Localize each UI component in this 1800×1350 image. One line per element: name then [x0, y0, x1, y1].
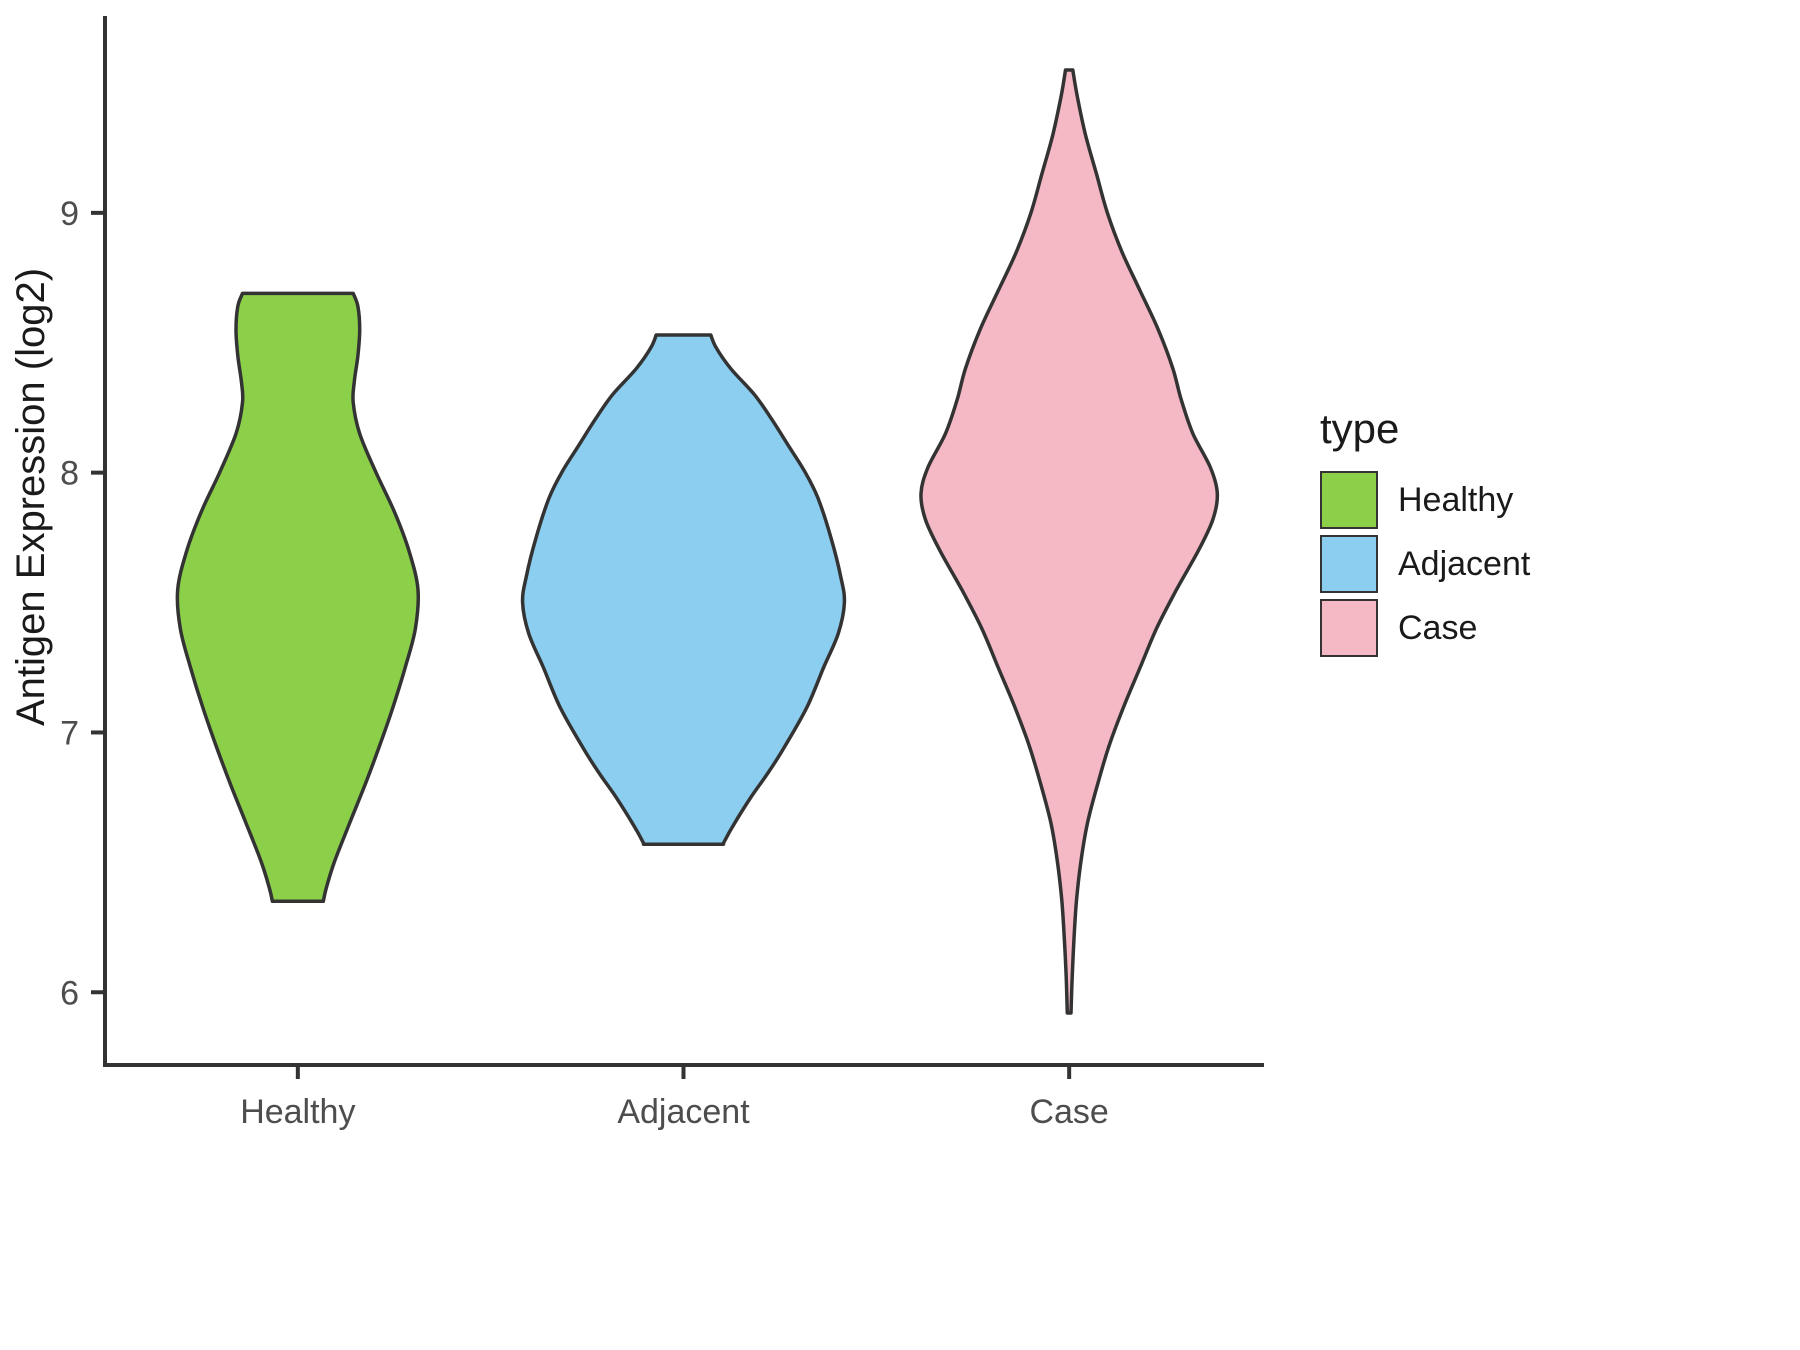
- legend-title: type: [1320, 405, 1400, 452]
- legend-swatch-case: [1320, 599, 1378, 657]
- x-tick-label: Adjacent: [617, 1093, 750, 1131]
- y-tick-label: 6: [60, 974, 79, 1012]
- axes: 6 7 8 9 Healthy Adjacent Case: [60, 16, 1264, 1131]
- violin-adjacent: [520, 333, 847, 846]
- legend-label: Healthy: [1398, 480, 1514, 519]
- y-tick-label: 8: [60, 455, 79, 493]
- x-tick-label: Case: [1029, 1093, 1108, 1131]
- legend-item-adjacent: Adjacent: [1320, 535, 1530, 593]
- x-tick-label: Healthy: [240, 1093, 355, 1131]
- legend: type Healthy Adjacent Case: [1320, 405, 1530, 663]
- legend-item-healthy: Healthy: [1320, 471, 1530, 529]
- legend-items: Healthy Adjacent Case: [1320, 471, 1530, 657]
- legend-label: Case: [1398, 608, 1478, 647]
- y-tick-label: 7: [60, 714, 79, 752]
- y-tick-label: 9: [60, 195, 79, 233]
- violin-healthy: [175, 291, 421, 904]
- y-axis-title: Antigen Expression (log2): [9, 268, 53, 726]
- legend-swatch-healthy: [1320, 471, 1378, 529]
- legend-label: Adjacent: [1398, 544, 1531, 583]
- legend-item-case: Case: [1320, 599, 1530, 657]
- violin-case: [919, 68, 1220, 1015]
- legend-swatch-adjacent: [1320, 535, 1378, 593]
- violin-shapes: [175, 68, 1220, 1015]
